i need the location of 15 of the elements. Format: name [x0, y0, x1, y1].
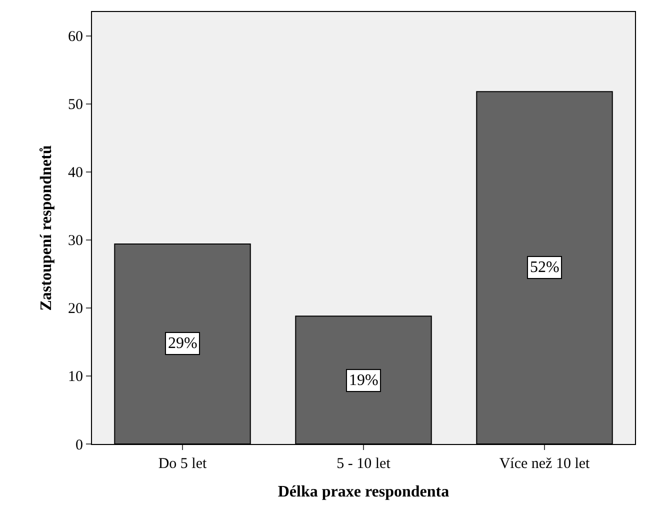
data-label: 19%: [349, 372, 378, 389]
x-tick-label: Do 5 let: [158, 456, 208, 472]
data-label: 52%: [530, 259, 560, 276]
y-tick-label: 30: [68, 233, 83, 250]
x-axis-title: Délka praxe respondenta: [278, 484, 450, 501]
data-label: 29%: [168, 335, 198, 352]
y-tick-label: 40: [68, 165, 83, 182]
y-tick-label: 20: [68, 301, 83, 318]
y-axis-title: Zastoupení respondnetů: [38, 145, 55, 311]
y-tick-label: 60: [68, 29, 83, 46]
y-tick-label: 10: [68, 369, 83, 386]
x-tick-label: Více než 10 let: [499, 456, 591, 472]
x-tick-label: 5 - 10 let: [336, 456, 392, 472]
y-tick-label: 50: [68, 97, 83, 114]
y-tick-label: 0: [76, 437, 83, 454]
